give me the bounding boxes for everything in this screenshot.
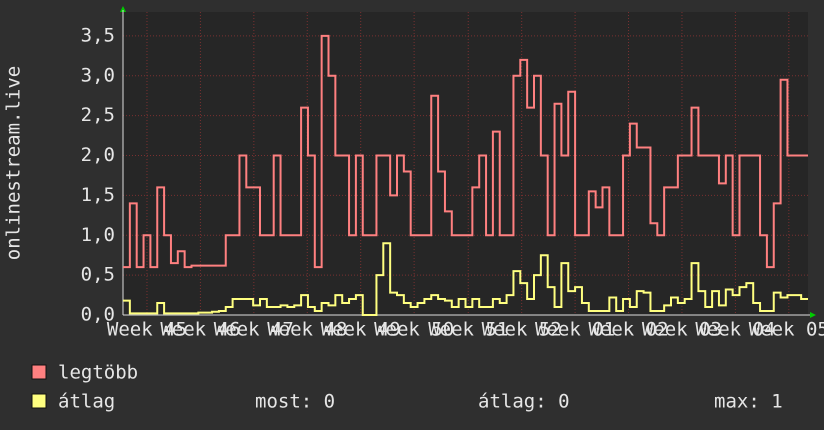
y-tick-label: 3,5 xyxy=(81,24,115,46)
y-tick-label: 3,0 xyxy=(81,64,115,86)
x-tick-label: Week 05 xyxy=(749,319,824,341)
x-axis-arrow xyxy=(810,312,816,318)
legend-label: legtöbb xyxy=(58,362,138,384)
x-tick-label: Week 01 xyxy=(535,319,615,341)
x-tick-label: Week 51 xyxy=(428,319,508,341)
series-line xyxy=(123,34,808,269)
plot-area xyxy=(123,12,808,315)
y-tick-label: 0,5 xyxy=(81,264,115,286)
stat: átlag: 0 xyxy=(478,391,570,413)
stat: max: 1 xyxy=(714,391,783,413)
legend-swatch xyxy=(31,364,47,380)
stat: most: 0 xyxy=(255,391,335,413)
x-tick-label: Week 49 xyxy=(321,319,401,341)
y-tick-label: 1,0 xyxy=(81,224,115,246)
x-tick-label: Week 03 xyxy=(642,319,722,341)
legend-swatch xyxy=(31,393,47,409)
x-tick-label: Week 47 xyxy=(214,319,294,341)
x-tick-label: Week 02 xyxy=(588,319,668,341)
series-line xyxy=(123,242,808,316)
x-tick-label: Week 48 xyxy=(267,319,347,341)
x-tick-label: Week 52 xyxy=(482,319,562,341)
x-tick-label: Week 04 xyxy=(695,319,775,341)
x-tick-label: Week 46 xyxy=(160,319,240,341)
y-axis-label: onlinestream.live xyxy=(3,66,25,260)
x-tick-label: Week 50 xyxy=(374,319,454,341)
x-tick-label: Week 45 xyxy=(107,319,187,341)
y-axis-arrow xyxy=(120,6,126,12)
y-tick-label: 2,5 xyxy=(81,104,115,126)
legend-label: átlag xyxy=(58,391,115,413)
y-tick-label: 1,5 xyxy=(81,184,115,206)
y-tick-label: 2,0 xyxy=(81,144,115,166)
y-tick-label: 0,0 xyxy=(81,304,115,326)
